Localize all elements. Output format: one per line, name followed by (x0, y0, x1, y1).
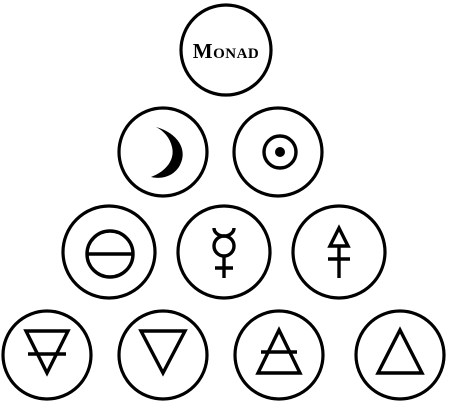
node-mercury (176, 204, 272, 300)
node-water (117, 309, 209, 401)
node-monad: Monad (179, 3, 273, 97)
mercury-icon (212, 227, 236, 278)
water-element-icon (138, 329, 188, 377)
earth-element-icon (23, 329, 71, 377)
sun-circumpunct-icon (262, 134, 298, 170)
sulfur-icon (327, 224, 351, 278)
crescent-moon-icon (151, 127, 183, 178)
node-fire (354, 309, 446, 401)
air-element-icon (255, 326, 303, 375)
fire-element-icon (375, 326, 425, 375)
node-sulfur (291, 204, 387, 300)
node-air (233, 309, 325, 401)
node-earth (1, 309, 93, 401)
salt-icon (85, 229, 135, 279)
monad-label: Monad (193, 39, 260, 63)
node-sun (232, 106, 324, 198)
node-moon (117, 106, 209, 198)
node-salt (61, 204, 157, 300)
